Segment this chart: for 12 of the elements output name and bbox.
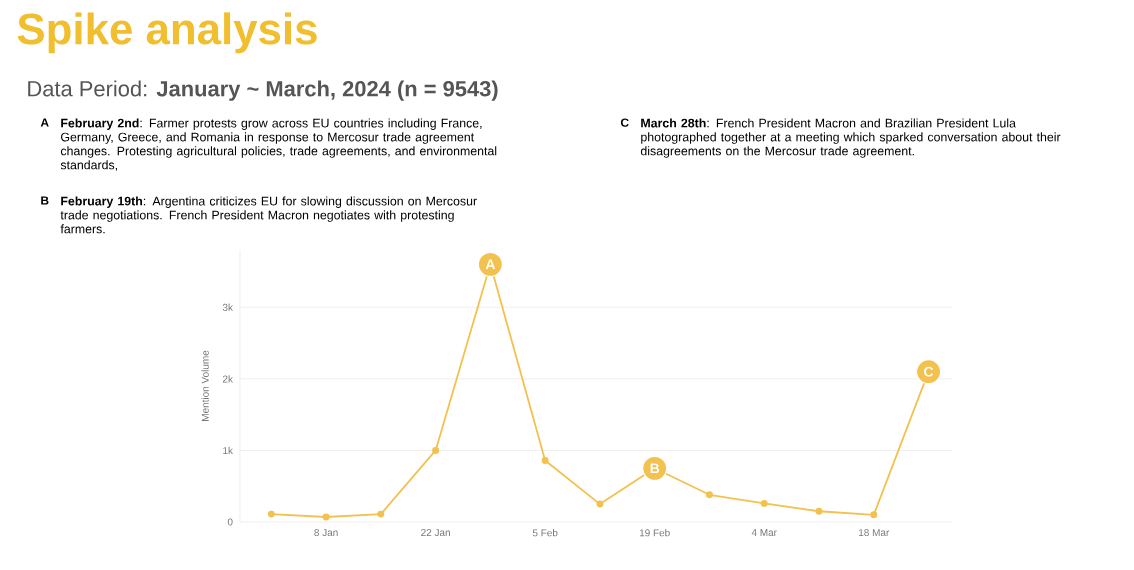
point (322, 513, 330, 521)
chart-title: Spike analysis (17, 12, 317, 54)
point (760, 499, 768, 507)
point (432, 446, 440, 454)
point (377, 510, 385, 518)
chart-subtitle: Data Period: January ~ March, 2024 (n = 9543) (28, 80, 498, 101)
point (705, 491, 713, 499)
point (870, 511, 878, 519)
point (815, 507, 823, 515)
point (541, 456, 549, 464)
point (267, 510, 275, 518)
point (596, 500, 604, 508)
